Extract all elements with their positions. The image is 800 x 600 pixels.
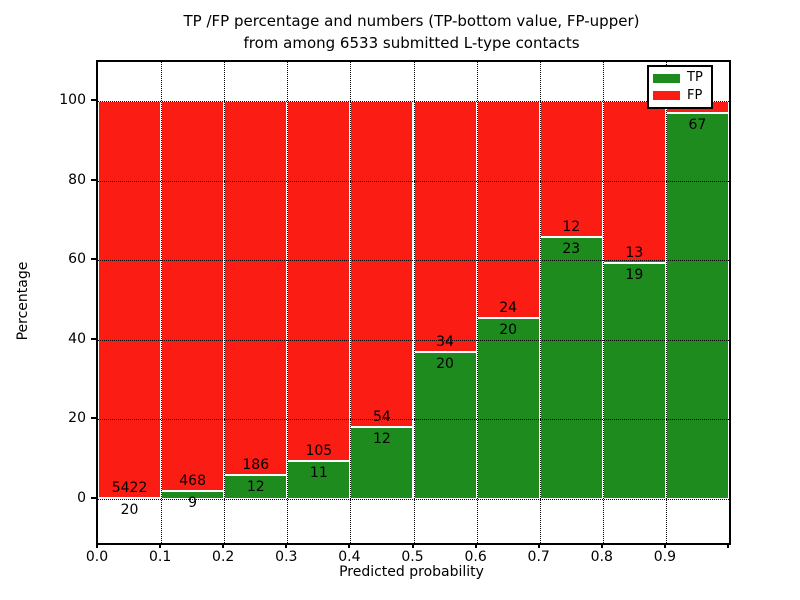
chart-title-line1: TP /FP percentage and numbers (TP-bottom… bbox=[183, 12, 640, 30]
fp-bar-segment bbox=[413, 101, 477, 352]
horizontal-gridline bbox=[98, 101, 729, 102]
x-tick-mark bbox=[727, 543, 729, 548]
x-tick-label: 0.4 bbox=[338, 549, 361, 565]
fp-count-label: 24 bbox=[499, 300, 518, 317]
legend: TP FP bbox=[647, 65, 713, 109]
tp-bar-segment bbox=[224, 474, 288, 499]
x-tick-mark bbox=[159, 543, 162, 548]
vertical-gridline bbox=[539, 62, 541, 543]
x-tick-mark bbox=[537, 543, 540, 548]
tp-bar-segment bbox=[665, 112, 729, 499]
tp-bar-segment bbox=[287, 461, 351, 499]
fp-count-label: 5422 bbox=[111, 479, 148, 496]
chart-title: TP /FP percentage and numbers (TP-bottom… bbox=[96, 10, 727, 54]
tp-count-label: 23 bbox=[562, 241, 581, 258]
fp-count-label: 12 bbox=[562, 219, 581, 236]
y-tick-mark bbox=[91, 497, 96, 499]
tp-count-label: 20 bbox=[120, 501, 139, 518]
vertical-gridline bbox=[665, 62, 667, 543]
horizontal-gridline bbox=[98, 339, 729, 341]
chart-title-line2: from among 6533 submitted L-type contact… bbox=[243, 34, 580, 52]
fp-bar-segment bbox=[287, 101, 351, 462]
y-tick-label: 20 bbox=[68, 410, 86, 427]
x-tick-label: 0.0 bbox=[85, 549, 109, 565]
fp-bar-segment bbox=[161, 101, 225, 492]
horizontal-gridline bbox=[98, 499, 729, 500]
vertical-gridline bbox=[287, 62, 289, 543]
vertical-gridline bbox=[602, 62, 604, 543]
vertical-gridline bbox=[476, 62, 478, 543]
horizontal-gridline bbox=[98, 419, 729, 421]
tp-bar-segment bbox=[350, 426, 414, 499]
fp-count-label: 54 bbox=[373, 408, 391, 425]
fp-count-label: 105 bbox=[305, 443, 333, 460]
horizontal-gridline bbox=[98, 180, 729, 182]
tp-count-label: 12 bbox=[373, 430, 391, 447]
tp-count-label: 12 bbox=[246, 478, 265, 495]
tp-count-label: 20 bbox=[436, 355, 454, 372]
x-tick-mark bbox=[222, 543, 225, 548]
tp-legend-swatch bbox=[653, 73, 680, 83]
tp-count-label: 67 bbox=[688, 116, 707, 133]
tp-bar-segment bbox=[602, 262, 666, 499]
x-tick-label: 0.7 bbox=[527, 549, 550, 565]
tp-bar-segment bbox=[476, 318, 540, 499]
vertical-gridline bbox=[224, 62, 226, 543]
x-tick-mark bbox=[348, 543, 351, 548]
x-tick-label: 0.1 bbox=[148, 549, 172, 565]
vertical-gridline bbox=[161, 62, 163, 543]
fp-count-label: 186 bbox=[242, 456, 270, 473]
fp-count-label: 468 bbox=[179, 473, 207, 490]
y-tick-label: 80 bbox=[68, 171, 86, 188]
y-axis-label: Percentage bbox=[15, 261, 31, 341]
fp-count-label: 13 bbox=[625, 244, 644, 261]
horizontal-gridline bbox=[98, 260, 729, 262]
x-tick-label: 0.8 bbox=[590, 549, 613, 565]
x-tick-label: 0.9 bbox=[653, 549, 677, 565]
y-tick-label: 60 bbox=[68, 251, 86, 268]
x-tick-label: 0.6 bbox=[464, 549, 487, 565]
x-tick-mark bbox=[285, 543, 288, 548]
fp-bar-segment bbox=[476, 101, 540, 319]
fp-bar-segment bbox=[224, 101, 288, 475]
fp-bar-segment bbox=[539, 101, 603, 238]
fp-count-label: 34 bbox=[436, 333, 454, 350]
y-tick-label: 0 bbox=[77, 490, 86, 506]
tp-count-label: 9 bbox=[188, 495, 198, 512]
x-tick-label: 0.3 bbox=[275, 549, 298, 565]
x-tick-mark bbox=[600, 543, 603, 548]
legend-item-fp: FP bbox=[653, 87, 707, 103]
fp-bar-segment bbox=[98, 101, 162, 498]
y-tick-mark bbox=[91, 258, 96, 261]
tp-count-label: 11 bbox=[309, 465, 328, 482]
y-tick-label: 100 bbox=[59, 92, 86, 108]
tp-count-label: 20 bbox=[499, 322, 518, 339]
x-tick-label: 0.5 bbox=[401, 549, 424, 565]
plot-area: 5422 20 468 9 186 12 105 11 54 12 34 20 24 20 12 23 13 19… bbox=[96, 60, 731, 545]
tp-bar-segment bbox=[413, 351, 477, 499]
legend-item-tp: TP bbox=[653, 71, 707, 85]
x-axis-label: Predicted probability bbox=[339, 564, 484, 580]
x-tick-label: 0.2 bbox=[212, 549, 235, 565]
fp-legend-swatch bbox=[653, 91, 680, 101]
y-tick-mark bbox=[91, 417, 96, 420]
fp-bar-segment bbox=[350, 101, 414, 427]
tp-count-label: 19 bbox=[625, 266, 644, 283]
y-tick-mark bbox=[91, 178, 96, 181]
vertical-gridline bbox=[350, 62, 352, 543]
fp-legend-label: FP bbox=[687, 87, 703, 103]
x-tick-mark bbox=[96, 543, 98, 548]
y-tick-label: 40 bbox=[68, 330, 86, 347]
fp-bar-segment bbox=[602, 101, 666, 263]
tp-legend-label: TP bbox=[687, 70, 703, 86]
tp-bar-segment bbox=[539, 237, 603, 499]
vertical-gridline bbox=[413, 62, 415, 543]
x-tick-mark bbox=[411, 543, 414, 548]
x-tick-mark bbox=[663, 543, 666, 548]
y-tick-mark bbox=[91, 99, 96, 101]
y-tick-mark bbox=[91, 337, 96, 340]
x-tick-mark bbox=[474, 543, 477, 548]
